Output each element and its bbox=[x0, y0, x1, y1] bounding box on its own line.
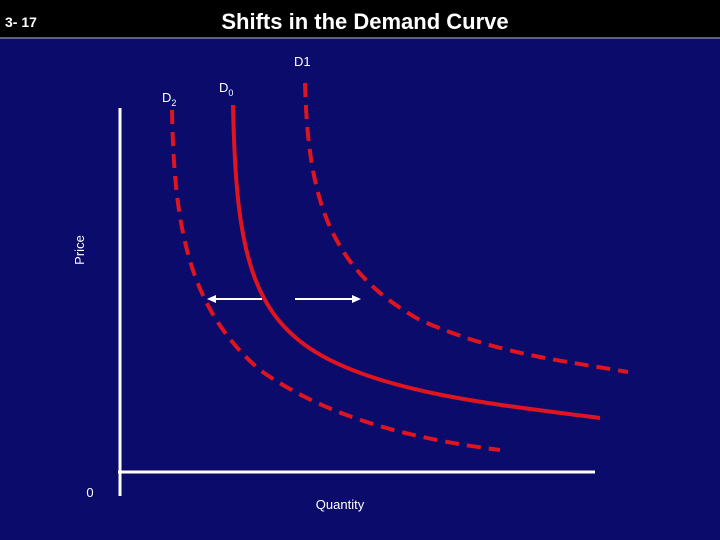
title-bar bbox=[0, 0, 720, 38]
x-axis-label: Quantity bbox=[316, 497, 365, 512]
curve-label-d1: D1 bbox=[294, 54, 311, 69]
arrow-head bbox=[352, 295, 361, 303]
curve-label-d0: D0 bbox=[219, 80, 233, 98]
demand-curve-d1 bbox=[303, 82, 629, 374]
curve-label-d2: D2 bbox=[162, 90, 176, 108]
slide-number: 3- 17 bbox=[5, 14, 37, 30]
y-axis-label: Price bbox=[72, 235, 87, 265]
arrow-head bbox=[207, 295, 216, 303]
slide-title: Shifts in the Demand Curve bbox=[221, 9, 508, 34]
origin-label: 0 bbox=[86, 485, 93, 500]
demand-curve-d0 bbox=[231, 104, 601, 420]
demand-curve-d2 bbox=[170, 109, 501, 452]
